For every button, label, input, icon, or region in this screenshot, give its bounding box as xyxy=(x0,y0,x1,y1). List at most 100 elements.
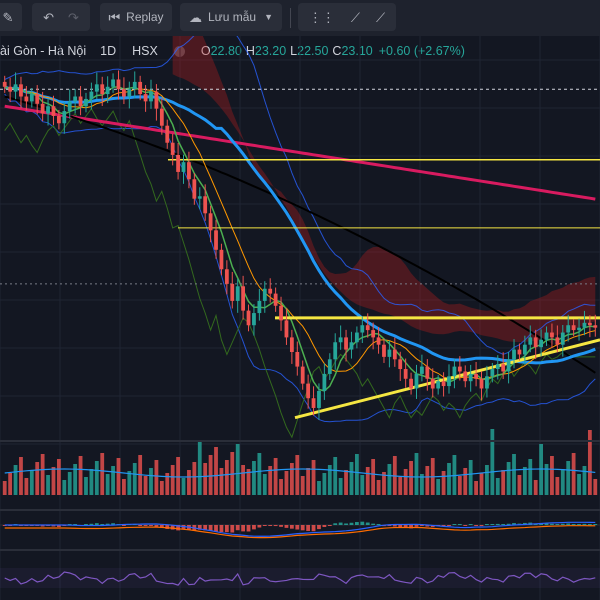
macd-histogram-bar xyxy=(371,523,376,525)
macd-histogram-bar xyxy=(241,525,246,532)
candle-body xyxy=(560,332,565,345)
macd-histogram-bar xyxy=(344,523,348,525)
volume-bar xyxy=(100,453,105,495)
volume-bar xyxy=(414,453,419,495)
candle-body xyxy=(587,322,592,326)
lagging-line xyxy=(4,107,596,439)
macd-histogram-bar xyxy=(577,524,581,525)
volume-bar xyxy=(300,476,305,495)
candle-body xyxy=(311,398,316,408)
volume-bar xyxy=(165,473,170,495)
volume-bar xyxy=(560,469,565,495)
candle-body xyxy=(262,288,267,301)
exchange-label: HSX xyxy=(132,44,158,58)
candle-body xyxy=(306,383,311,399)
candle-body xyxy=(474,373,478,379)
volume-bar xyxy=(479,473,484,495)
draw-tool-button[interactable]: ✎ xyxy=(0,3,22,31)
undo-icon[interactable]: ↶ xyxy=(43,9,54,25)
candle-body xyxy=(56,115,61,124)
macd-histogram-bar xyxy=(582,523,587,525)
macd-histogram-bar xyxy=(376,524,381,525)
candle-body xyxy=(84,98,88,107)
macd-histogram-bar xyxy=(159,525,164,528)
replay-label: Replay xyxy=(126,10,164,24)
candle-body xyxy=(170,142,175,155)
candle-body xyxy=(235,286,240,301)
macd-histogram-bar xyxy=(354,522,359,525)
replay-button[interactable]: ⏮ Replay xyxy=(100,3,172,31)
candle-body xyxy=(577,327,581,331)
drag-handle-icon[interactable]: ⋮⋮ xyxy=(308,9,335,25)
candle-body xyxy=(24,96,29,102)
volume-bar xyxy=(2,481,7,495)
template-button[interactable]: ☁ Lưu mẫu ▼ xyxy=(180,3,282,31)
macd-histogram-bar xyxy=(544,523,549,525)
candle-body xyxy=(387,349,392,357)
candle-body xyxy=(122,89,126,97)
ma-green-line xyxy=(4,86,596,392)
volume-bar xyxy=(289,463,294,495)
macd-histogram-bar xyxy=(154,525,159,527)
candle-body xyxy=(138,81,143,95)
macd-histogram-bar xyxy=(479,525,484,526)
volume-bar xyxy=(495,478,500,495)
candle-body xyxy=(398,359,403,370)
candle-body xyxy=(452,366,457,377)
ichimoku-cloud xyxy=(172,36,596,343)
candle-body xyxy=(224,269,229,284)
undo-redo-group: ↶ ↷ xyxy=(32,3,90,31)
volume-bar xyxy=(327,465,332,495)
volume-bar xyxy=(506,462,511,495)
macd-histogram-bar xyxy=(56,525,61,527)
draw-icon: ✎ xyxy=(2,9,14,25)
macd-histogram-bar xyxy=(300,525,305,531)
volume-bar xyxy=(67,472,72,495)
volume-bar xyxy=(132,463,137,495)
macd-histogram-bar xyxy=(457,524,462,525)
volume-bar xyxy=(490,429,495,495)
candle-body xyxy=(197,196,202,199)
candle-body xyxy=(105,86,110,95)
volume-bar xyxy=(333,457,338,495)
volume-ma-line xyxy=(4,468,596,478)
template-label: Lưu mẫu xyxy=(208,10,257,24)
macd-histogram-bar xyxy=(235,525,240,531)
volume-bar xyxy=(457,476,462,495)
volume-bar xyxy=(143,476,148,495)
line-tool-icon[interactable]: ⟋ xyxy=(350,9,360,25)
candle-body xyxy=(154,91,159,109)
visibility-icon[interactable] xyxy=(173,45,185,57)
candle-body xyxy=(501,364,506,372)
candle-body xyxy=(51,106,56,116)
volume-bar xyxy=(577,474,581,495)
candle-body xyxy=(8,86,13,92)
low-label: L xyxy=(290,44,298,58)
volume-bar xyxy=(517,475,522,495)
macd-histogram-bar xyxy=(560,523,565,525)
volume-bar xyxy=(398,477,403,495)
interval-label[interactable]: 1D xyxy=(100,44,117,58)
macd-histogram-bar xyxy=(306,525,311,531)
candle-body xyxy=(132,81,137,90)
volume-bar xyxy=(349,462,354,495)
volume-bar xyxy=(436,479,441,495)
candle-body xyxy=(338,337,343,343)
macd-histogram-bar xyxy=(67,524,72,525)
candle-body xyxy=(436,381,441,389)
macd-histogram-bar xyxy=(122,525,126,526)
volume-bar xyxy=(105,474,110,495)
macd-histogram-bar xyxy=(490,524,495,525)
macd-histogram-bar xyxy=(360,521,365,525)
replay-icon: ⏮ xyxy=(108,9,121,25)
macd-histogram-bar xyxy=(268,525,273,526)
price-chart[interactable] xyxy=(0,36,600,600)
candle-body xyxy=(246,310,251,326)
symbol-name[interactable]: ài Gòn - Hà Nội xyxy=(0,44,87,58)
redo-icon[interactable]: ↷ xyxy=(68,9,79,25)
macd-histogram-bar xyxy=(365,522,370,525)
trend-tool-icon[interactable]: ⟋ xyxy=(376,9,386,25)
macd-line xyxy=(4,521,596,537)
volume-bar xyxy=(306,468,311,495)
macd-histogram-bar xyxy=(512,523,516,525)
